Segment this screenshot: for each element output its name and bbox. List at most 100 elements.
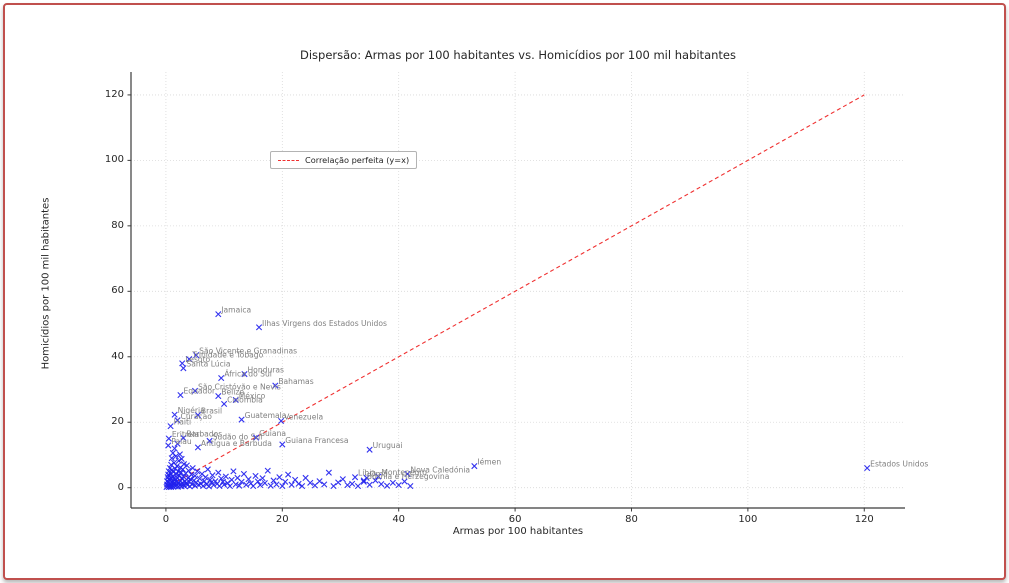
- scatter-point: [183, 462, 190, 469]
- scatter-point: [221, 481, 228, 488]
- x-tick-label: 40: [392, 514, 406, 525]
- scatter-point: [295, 480, 302, 487]
- scatter-point: [255, 324, 263, 331]
- point-label: São Cristóvão e Nevis: [198, 382, 281, 391]
- scatter-point: [165, 435, 172, 442]
- scatter-plot-canvas: Jamaica Ilhas Virgens dos Estados Unidos S…: [127, 72, 928, 512]
- point-label: São Vicente e Granadinas: [199, 347, 297, 356]
- scatter-point: [205, 483, 213, 490]
- x-tick-label: 60: [508, 514, 522, 525]
- scatter-point: [261, 480, 268, 487]
- scatter-points: [163, 311, 871, 491]
- point-label: Haiti: [174, 418, 192, 427]
- scatter-point: [276, 474, 283, 481]
- point-label: Lesoto: [185, 355, 210, 364]
- scatter-point: [209, 472, 216, 479]
- scatter-point: [171, 445, 178, 452]
- point-label: Belize: [221, 388, 244, 397]
- y-tick-label: 40: [111, 350, 124, 362]
- scatter-point: [264, 467, 271, 474]
- scatter-point: [215, 469, 222, 476]
- scatter-point: [351, 474, 359, 481]
- scatter-point: [366, 481, 373, 488]
- x-tick-label: 100: [738, 514, 758, 525]
- scatter-point: [383, 482, 391, 489]
- plot-area: Jamaica Ilhas Virgens dos Estados Unidos S…: [127, 72, 928, 512]
- y-tick-label: 0: [117, 481, 124, 493]
- chart-title: Dispersão: Armas por 100 habitantes vs. …: [300, 48, 736, 62]
- y-tick-label: 120: [104, 88, 124, 100]
- scatter-point: [240, 470, 247, 478]
- y-tick-label: 60: [111, 285, 124, 297]
- scatter-point: [238, 416, 245, 423]
- scatter-point: [175, 457, 182, 464]
- scatter-point: [279, 441, 286, 448]
- scatter-point: [186, 355, 193, 363]
- scatter-point: [218, 475, 225, 482]
- scatter-point: [404, 470, 411, 478]
- scatter-point: [339, 476, 346, 483]
- scatter-point: [307, 479, 314, 486]
- scatter-point: [471, 463, 478, 470]
- scatter-point: [354, 482, 362, 490]
- scatter-point: [330, 482, 337, 490]
- scatter-point: [241, 371, 248, 378]
- scatter-point: [232, 481, 239, 488]
- scatter-point: [165, 442, 172, 449]
- scatter-point: [193, 352, 200, 359]
- scatter-point: [267, 482, 274, 489]
- scatter-point: [206, 437, 213, 444]
- point-label: Montenegro: [381, 468, 427, 477]
- scatter-point: [372, 477, 379, 484]
- scatter-point: [173, 463, 181, 470]
- scatter-point: [201, 478, 208, 485]
- scatter-point: [366, 446, 373, 453]
- scatter-point: [325, 469, 332, 476]
- scatter-point: [171, 411, 178, 418]
- scatter-point: [278, 417, 285, 425]
- scatter-point: [864, 464, 871, 472]
- axes-spines: [127, 72, 905, 512]
- y-tick-label: 100: [104, 154, 124, 166]
- legend: Correlação perfeita (y=x): [270, 151, 418, 169]
- scatter-point: [215, 311, 222, 318]
- scatter-point: [349, 480, 356, 487]
- point-label: Nova Caledónia: [410, 465, 470, 474]
- scatter-point: [176, 451, 183, 458]
- dashed-line-icon: [278, 159, 299, 161]
- x-tick-label: 120: [854, 514, 874, 525]
- point-label: Palau: [171, 437, 192, 446]
- point-label: Eritreia: [172, 430, 199, 439]
- scatter-point: [254, 478, 261, 485]
- scatter-point: [389, 479, 396, 486]
- scatter-point: [215, 392, 222, 400]
- scatter-point: [177, 391, 184, 399]
- scatter-point: [222, 473, 229, 480]
- scatter-point: [321, 481, 328, 488]
- point-label: Guatemala: [245, 411, 287, 420]
- scatter-point: [191, 387, 199, 394]
- scatter-point: [360, 477, 367, 484]
- point-label: Iémen: [477, 458, 501, 467]
- scatter-point: [210, 481, 217, 489]
- point-label: Honduras: [247, 366, 284, 375]
- scatter-point: [316, 478, 323, 485]
- scatter-point: [221, 400, 228, 407]
- scatter-point: [272, 382, 279, 389]
- point-label: África do Sul: [224, 370, 272, 379]
- scatter-point: [204, 466, 211, 473]
- scatter-point: [299, 482, 306, 490]
- scatter-point: [270, 477, 277, 484]
- scatter-point: [250, 482, 257, 490]
- point-label: Colômbia: [227, 395, 263, 404]
- scatter-point: [194, 444, 202, 451]
- point-labels: Jamaica Ilhas Virgens dos Estados Unidos S…: [171, 306, 928, 481]
- point-label: México: [239, 391, 266, 400]
- scatter-point: [335, 479, 342, 486]
- scatter-point: [238, 478, 245, 485]
- scatter-point: [188, 471, 195, 478]
- x-tick-label: 80: [625, 514, 638, 525]
- scatter-point: [180, 473, 187, 480]
- y-tick-label: 80: [111, 219, 124, 231]
- scatter-point: [180, 365, 187, 372]
